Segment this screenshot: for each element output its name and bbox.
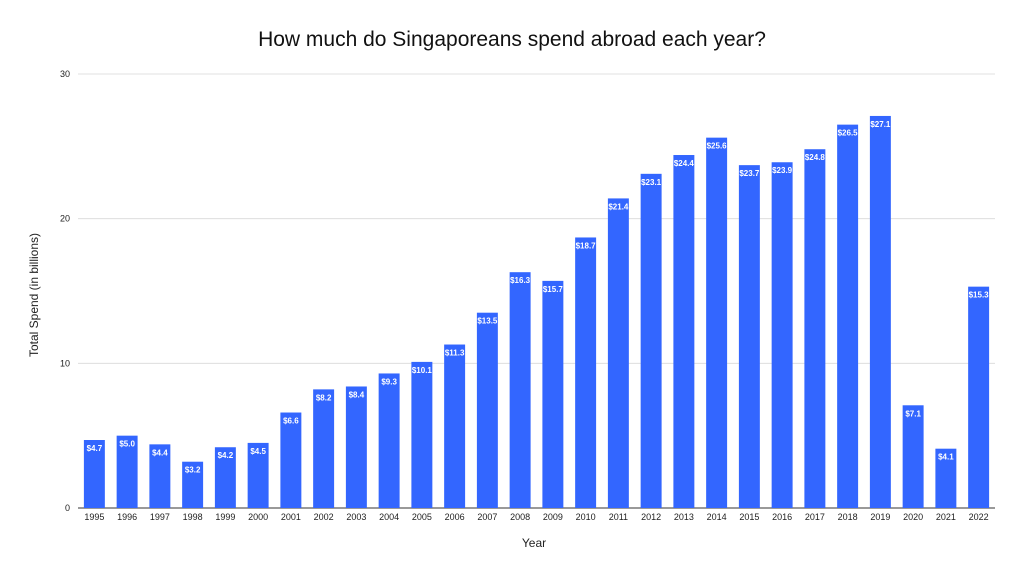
x-tick-label: 2022 (969, 512, 989, 522)
bar (804, 149, 826, 508)
bar (313, 389, 335, 508)
chart-title: How much do Singaporeans spend abroad ea… (258, 28, 766, 51)
bar-data-label: $7.1 (905, 409, 921, 418)
bar (542, 280, 564, 508)
bar (575, 237, 597, 508)
x-tick-label: 2011 (609, 512, 628, 522)
x-tick-label: 2010 (576, 512, 596, 522)
bar (476, 312, 498, 508)
bar (182, 461, 204, 508)
x-tick-label: 1997 (150, 512, 170, 522)
y-tick-label: 20 (60, 214, 70, 224)
bar-data-label: $13.5 (477, 317, 498, 326)
bar (247, 442, 269, 508)
x-tick-label: 1998 (183, 512, 203, 522)
x-axis-title: Year (521, 536, 547, 550)
x-tick-label: 1996 (117, 512, 137, 522)
bar-data-label: $5.0 (119, 440, 135, 449)
bar-data-label: $16.3 (510, 276, 531, 285)
bar-data-label: $4.5 (250, 447, 266, 456)
bar-data-label: $18.7 (576, 241, 597, 250)
bar (935, 448, 957, 508)
x-tick-label: 2019 (870, 512, 890, 522)
bar-data-label: $15.7 (543, 285, 564, 294)
bar-data-label: $25.6 (707, 142, 728, 151)
bar-data-label: $8.4 (349, 390, 365, 399)
y-tick-label: 0 (65, 503, 70, 513)
x-tick-label: 2001 (281, 512, 301, 522)
bar-data-label: $4.7 (87, 444, 103, 453)
bar-data-label: $21.4 (608, 202, 629, 211)
bar-data-label: $8.2 (316, 393, 332, 402)
bar (83, 440, 105, 508)
bar-data-label: $23.1 (641, 178, 662, 187)
bar (607, 198, 629, 508)
bar-data-label: $23.9 (772, 166, 793, 175)
x-tick-label: 2018 (838, 512, 858, 522)
y-tick-label: 10 (60, 358, 70, 368)
bar (378, 373, 400, 508)
bar-data-label: $6.6 (283, 417, 299, 426)
x-tick-label: 2021 (936, 512, 956, 522)
x-tick-label: 2004 (379, 512, 399, 522)
bar (509, 272, 531, 508)
bar-data-label: $3.2 (185, 466, 201, 475)
bar-data-label: $24.4 (674, 159, 695, 168)
bar-data-label: $10.1 (412, 366, 433, 375)
x-tick-label: 2008 (510, 512, 530, 522)
x-tick-label: 2003 (346, 512, 366, 522)
bar-data-label: $4.4 (152, 448, 168, 457)
y-tick-label: 30 (60, 69, 70, 79)
x-tick-label: 2000 (248, 512, 268, 522)
x-tick-label: 2020 (903, 512, 923, 522)
bar-data-label: $4.1 (938, 453, 954, 462)
bar (968, 286, 990, 508)
bar (116, 435, 138, 508)
x-tick-label: 2016 (772, 512, 792, 522)
x-tick-label: 2015 (739, 512, 759, 522)
bar (771, 162, 793, 508)
x-tick-label: 1995 (84, 512, 104, 522)
bar-data-label: $26.5 (838, 129, 859, 138)
x-tick-label: 2009 (543, 512, 563, 522)
bar (738, 165, 760, 508)
bar (706, 137, 728, 509)
x-tick-label: 2013 (674, 512, 694, 522)
bar (214, 447, 236, 508)
x-tick-label: 1999 (215, 512, 235, 522)
bar-data-label: $23.7 (739, 169, 760, 178)
bar (837, 124, 859, 508)
x-tick-label: 2006 (445, 512, 465, 522)
bar (869, 115, 891, 508)
bar (902, 405, 924, 508)
bar-data-label: $24.8 (805, 153, 826, 162)
bar (640, 173, 662, 508)
bar (411, 361, 433, 508)
x-tick-label: 2012 (641, 512, 661, 522)
x-tick-label: 2005 (412, 512, 432, 522)
x-tick-label: 2014 (707, 512, 727, 522)
bar (149, 444, 171, 508)
bar-data-label: $11.3 (445, 349, 465, 358)
bar (673, 155, 695, 508)
x-tick-label: 2017 (805, 512, 825, 522)
bar-data-label: $27.1 (870, 120, 891, 129)
x-tick-label: 2007 (477, 512, 497, 522)
bar (280, 412, 302, 508)
x-tick-label: 2002 (314, 512, 334, 522)
bar (345, 386, 367, 508)
bar-data-label: $9.3 (381, 377, 397, 386)
bar-data-label: $15.3 (969, 291, 990, 300)
bar-data-label: $4.2 (218, 451, 234, 460)
bar (444, 344, 466, 508)
